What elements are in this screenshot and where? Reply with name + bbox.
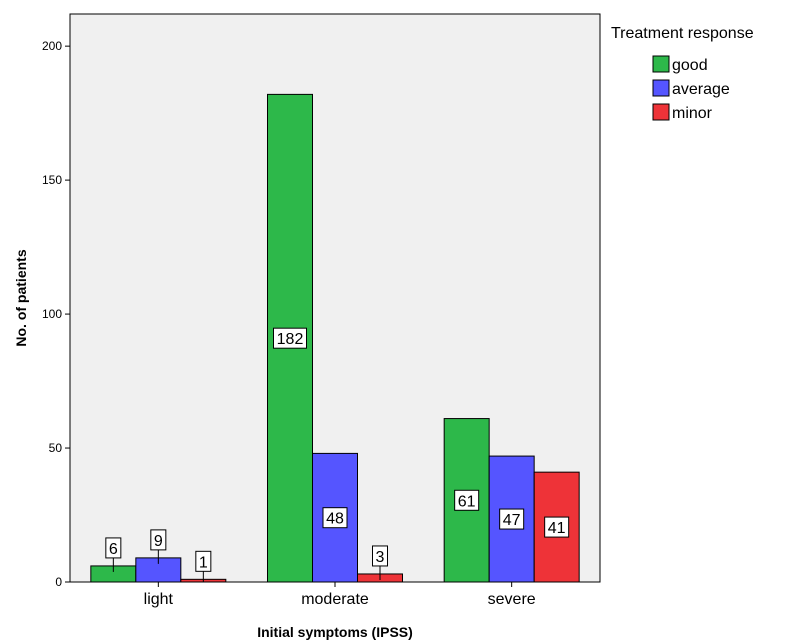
data-label-box [322, 507, 348, 529]
data-label: 41 [548, 520, 566, 537]
data-label-box [150, 529, 167, 551]
legend-label-good: good [672, 57, 708, 74]
legend: Treatment response good average minor [611, 25, 754, 122]
data-label: 9 [154, 533, 163, 550]
legend-swatch-minor [652, 103, 670, 121]
x-category-label: light [144, 591, 174, 608]
x-axis: light moderate severe [144, 582, 536, 608]
x-axis-title: Initial symptoms (IPSS) [257, 624, 413, 640]
y-tick-label: 200 [42, 39, 62, 53]
x-category-label: severe [488, 591, 536, 608]
y-tick-label: 150 [42, 173, 62, 187]
y-tick-label: 0 [55, 575, 62, 589]
data-label-box [499, 508, 525, 530]
data-label-box [454, 489, 480, 511]
y-tick-label: 100 [42, 307, 62, 321]
legend-swatch-good [652, 55, 670, 73]
data-label: 47 [503, 512, 521, 529]
data-label-box [372, 545, 388, 567]
data-label: 182 [277, 331, 304, 348]
data-label-box [105, 537, 122, 559]
data-labels-group: 6 9 1 182 48 3 61 47 41 [105, 327, 570, 582]
y-tick-label: 50 [49, 441, 63, 455]
legend-title: Treatment response [611, 25, 754, 42]
data-label-box [544, 516, 570, 538]
x-category-label: moderate [301, 591, 369, 608]
legend-label-minor: minor [672, 105, 713, 122]
legend-label-average: average [672, 81, 730, 98]
legend-swatch-average [652, 79, 670, 97]
y-axis-title: No. of patients [13, 249, 29, 346]
data-label: 61 [458, 493, 476, 510]
y-axis: 0 50 100 150 200 [42, 39, 70, 589]
data-label: 1 [199, 554, 208, 571]
data-label-box [273, 327, 307, 349]
data-label: 48 [326, 511, 344, 528]
data-label-box [195, 550, 212, 572]
data-label: 3 [376, 549, 385, 566]
data-label: 6 [109, 541, 118, 558]
